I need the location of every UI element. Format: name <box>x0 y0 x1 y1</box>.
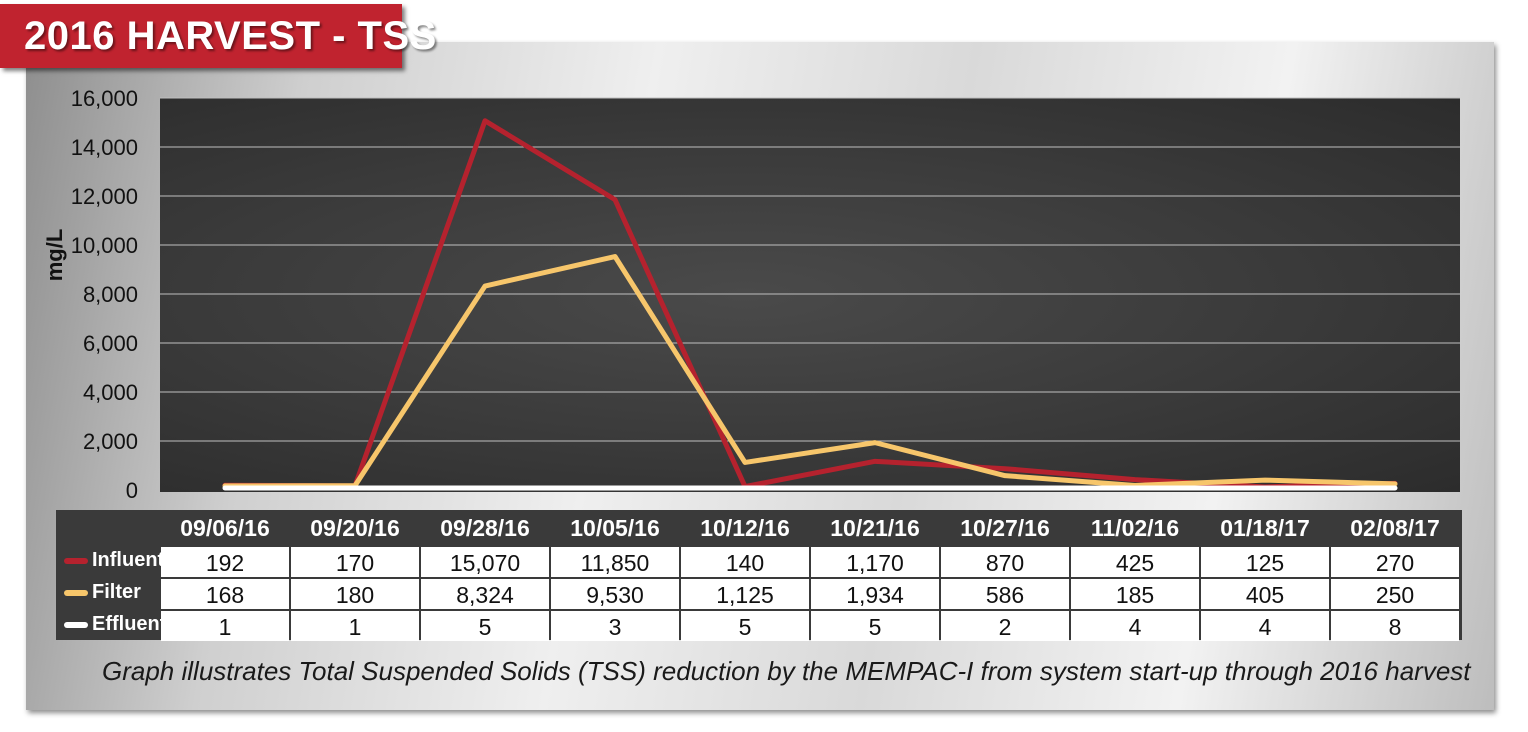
table-cell-bg <box>681 611 809 641</box>
table-cell-bg <box>161 611 289 641</box>
table-cell-bg <box>1331 579 1459 609</box>
table-header-date: 10/05/16 <box>570 515 660 541</box>
table-cell-bg <box>421 547 549 577</box>
table-header-date: 09/28/16 <box>440 515 530 541</box>
table-header-date: 10/12/16 <box>700 515 790 541</box>
table-cell-value: 185 <box>1115 582 1155 608</box>
table-cell-bg <box>1071 579 1199 609</box>
chart-caption: Graph illustrates Total Suspended Solids… <box>102 656 1471 686</box>
y-tick-label: 8,000 <box>83 282 138 307</box>
y-axis-ticks: 0 2,000 4,000 6,000 8,000 10,000 12,000 14,000 1… <box>71 86 138 503</box>
table-cell-value: 405 <box>1245 582 1285 608</box>
table-cell-bg <box>291 547 419 577</box>
table-header-date: 02/08/17 <box>1350 515 1440 541</box>
legend-label-filter: Filter <box>92 581 141 603</box>
table-header-date: 10/21/16 <box>830 515 920 541</box>
series-line-influent <box>222 118 1398 490</box>
legend-label-influent: Influent <box>92 549 165 571</box>
table-cell-value: 586 <box>985 582 1025 608</box>
table-cell-bg <box>941 579 1069 609</box>
table-cell-bg <box>1201 611 1329 641</box>
table-cell-value: 4 <box>1258 614 1272 640</box>
y-tick-label: 6,000 <box>83 331 138 356</box>
y-tick-label: 16,000 <box>71 86 138 111</box>
table-cell-value: 125 <box>1245 550 1285 576</box>
table-cell-value: 425 <box>1115 550 1155 576</box>
table-cell-value: 1,125 <box>716 582 774 608</box>
table-cell-value: 2 <box>998 614 1012 640</box>
y-tick-label: 4,000 <box>83 380 138 405</box>
y-tick-label: 2,000 <box>83 429 138 454</box>
y-axis-label: mg/L <box>42 229 67 282</box>
table-cell-bg <box>1331 611 1459 641</box>
table-cell-bg <box>551 547 679 577</box>
table-header-date: 09/20/16 <box>310 515 400 541</box>
table-cell-value: 8,324 <box>456 582 514 608</box>
table-cell-value: 1 <box>348 614 362 640</box>
table-header-date: 09/06/16 <box>180 515 270 541</box>
table-cell-bg <box>811 579 939 609</box>
table-cell-bg <box>291 611 419 641</box>
table-cell-bg <box>1071 547 1199 577</box>
legend-swatch-effluent <box>64 622 88 628</box>
table-cell-bg <box>941 547 1069 577</box>
table-cell-bg <box>161 547 289 577</box>
table-cell-bg <box>1201 579 1329 609</box>
table-cell-bg <box>551 579 679 609</box>
series-line-filter <box>222 254 1398 489</box>
table-cell-value: 192 <box>205 550 245 576</box>
table-cell-bg <box>1071 611 1199 641</box>
table-cell-value: 1,934 <box>846 582 904 608</box>
table-cell-value: 11,850 <box>580 550 650 576</box>
table-cell-value: 8 <box>1388 614 1402 640</box>
table-cell-value: 270 <box>1375 550 1415 576</box>
table-cell-bg <box>681 547 809 577</box>
y-tick-label: 12,000 <box>71 184 138 209</box>
table-cell-bg <box>941 611 1069 641</box>
table-cell-value: 5 <box>478 614 492 640</box>
title-banner: 2016 HARVEST - TSS <box>0 4 436 68</box>
table-cell-value: 1 <box>218 614 232 640</box>
legend-swatch-influent <box>64 558 88 564</box>
chart-title: 2016 HARVEST - TSS <box>24 14 437 58</box>
table-cell-bg <box>1201 547 1329 577</box>
table-cell-bg <box>291 579 419 609</box>
table-cell-bg <box>681 579 809 609</box>
table-cell-bg <box>551 611 679 641</box>
table-cell-value: 4 <box>1128 614 1142 640</box>
table-cell-value: 168 <box>205 582 245 608</box>
table-cell-value: 1,170 <box>846 550 904 576</box>
table-cell-value: 5 <box>868 614 882 640</box>
table-cell-value: 870 <box>985 550 1025 576</box>
table-header-date: 10/27/16 <box>960 515 1050 541</box>
table-cell-value: 180 <box>335 582 375 608</box>
series-lines <box>222 118 1398 491</box>
y-tick-label: 14,000 <box>71 135 138 160</box>
table-cell-value: 250 <box>1375 582 1415 608</box>
table-header-date: 01/18/17 <box>1220 515 1310 541</box>
table-cell-bg <box>421 611 549 641</box>
table-cell-value: 170 <box>335 550 375 576</box>
table-cell-bg <box>811 547 939 577</box>
table-cell-bg <box>1331 547 1459 577</box>
table-cell-bg <box>811 611 939 641</box>
table-header-date: 11/02/16 <box>1090 515 1180 541</box>
table-cell-value: 15,070 <box>449 550 521 576</box>
legend-label-effluent: Effluent <box>92 613 167 635</box>
table-cell-bg <box>161 579 289 609</box>
gridlines <box>160 97 1460 442</box>
y-tick-label: 10,000 <box>71 233 138 258</box>
table-cell-value: 9,530 <box>586 582 644 608</box>
legend-swatch-filter <box>64 590 88 596</box>
table-cell-bg <box>421 579 549 609</box>
table-cell-value: 3 <box>608 614 622 640</box>
table-cell-value: 5 <box>738 614 752 640</box>
table-cell-value: 140 <box>725 550 765 576</box>
y-tick-label: 0 <box>126 478 138 503</box>
